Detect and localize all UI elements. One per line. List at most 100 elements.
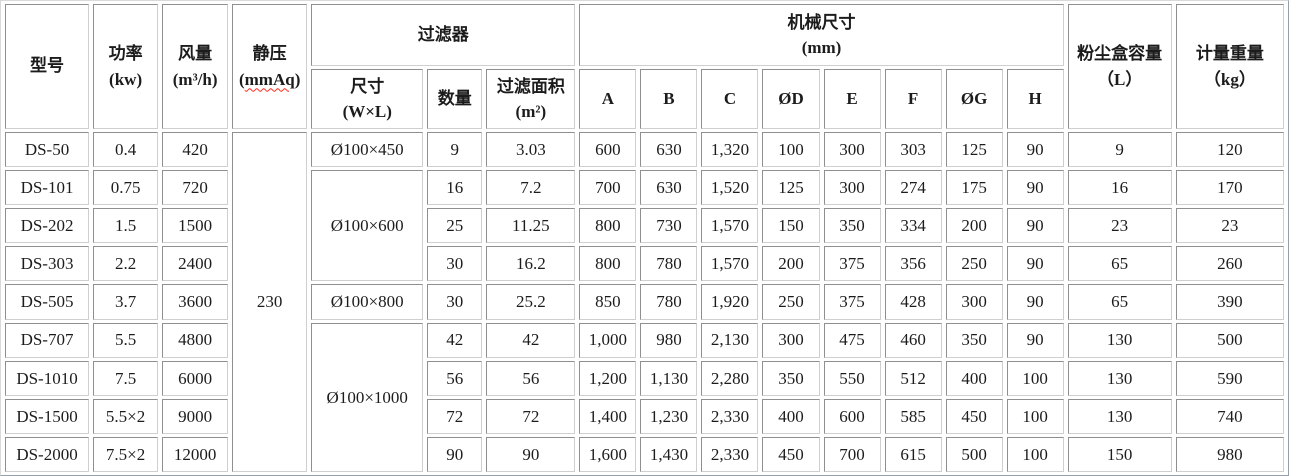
cell-dim-a: 1,600 [579, 436, 637, 472]
cell-filter-qty: 16 [427, 170, 483, 206]
col-header-filter-area-unit: (m²) [515, 102, 547, 121]
cell-dim-d: 450 [762, 436, 820, 472]
col-header-static-pressure: 静压 (mmAq) [232, 4, 308, 129]
cell-dim-e: 300 [823, 132, 881, 168]
cell-dim-e: 475 [823, 322, 881, 358]
cell-weight: 740 [1175, 398, 1284, 434]
cell-filter-qty: 56 [427, 360, 483, 396]
col-header-dust-box-label: 粉尘盒容量 [1077, 44, 1163, 63]
cell-filter-qty: 72 [427, 398, 483, 434]
col-header-filter-size-label: 尺寸 [350, 76, 385, 96]
cell-dim-e: 550 [823, 360, 881, 396]
col-header-weight-unit: （kg） [1203, 69, 1256, 89]
col-header-weight-label: 计量重量 [1195, 44, 1264, 63]
cell-dim-e: 600 [823, 398, 881, 434]
col-header-dim-d: ØD [762, 69, 820, 129]
cell-dim-c: 2,280 [701, 360, 759, 396]
cell-dim-e: 700 [823, 436, 881, 472]
cell-filter-qty: 9 [427, 132, 483, 168]
cell-filter-area: 7.2 [486, 170, 576, 206]
cell-power: 7.5 [93, 360, 159, 396]
cell-dim-f: 460 [884, 322, 942, 358]
col-header-airflow: 风量 (m³/h) [162, 4, 229, 129]
cell-filter-area: 56 [486, 360, 576, 396]
col-header-dim-h: H [1006, 69, 1064, 129]
cell-dim-a: 600 [579, 132, 637, 168]
cell-dim-b: 780 [640, 284, 698, 320]
cell-dust-box-capacity: 23 [1067, 208, 1172, 244]
cell-dim-h: 90 [1006, 322, 1064, 358]
table-row: DS-505 3.7 3600 Ø100×800 30 25.2 850 780 1,920 25… [5, 284, 1284, 320]
cell-model: DS-1500 [5, 398, 90, 434]
spellcheck-underlined-unit: mmAq [244, 69, 295, 89]
col-header-dim-f: F [884, 69, 942, 129]
cell-dim-b: 980 [640, 322, 698, 358]
cell-dim-h: 90 [1006, 208, 1064, 244]
cell-airflow: 6000 [162, 360, 229, 396]
cell-airflow: 4800 [162, 322, 229, 358]
cell-filter-qty: 42 [427, 322, 483, 358]
cell-dim-f: 303 [884, 132, 942, 168]
cell-dust-box-capacity: 130 [1067, 360, 1172, 396]
cell-dim-a: 1,200 [579, 360, 637, 396]
cell-dim-c: 1,920 [701, 284, 759, 320]
cell-dim-c: 2,330 [701, 398, 759, 434]
cell-weight: 980 [1175, 436, 1284, 472]
table-row: DS-50 0.4 420 230 Ø100×450 9 3.03 600 630 1,320 10… [5, 132, 1284, 472]
cell-model: DS-202 [5, 208, 90, 244]
group-header-mechanical-label: 机械尺寸 [787, 12, 856, 32]
cell-dim-h: 100 [1006, 360, 1064, 396]
cell-dust-box-capacity: 130 [1067, 398, 1172, 434]
cell-power: 1.5 [93, 208, 159, 244]
cell-dust-box-capacity: 9 [1067, 132, 1172, 168]
cell-filter-area: 11.25 [486, 208, 576, 244]
cell-dim-b: 780 [640, 246, 698, 282]
group-header-filter: 过滤器 [311, 4, 576, 66]
cell-static-pressure: 230 [232, 132, 308, 472]
cell-dim-h: 90 [1006, 132, 1064, 168]
cell-dim-b: 1,430 [640, 436, 698, 472]
cell-dim-d: 125 [762, 170, 820, 206]
cell-dust-box-capacity: 65 [1067, 284, 1172, 320]
cell-filter-area: 42 [486, 322, 576, 358]
col-header-weight: 计量重量 （kg） [1175, 4, 1284, 129]
cell-dim-g: 200 [945, 208, 1003, 244]
table-row: DS-2000 7.5×2 12000 90 90 1,600 1,430 2,330 450 7… [5, 436, 1284, 472]
cell-power: 0.75 [93, 170, 159, 206]
cell-dim-e: 350 [823, 208, 881, 244]
cell-dim-f: 274 [884, 170, 942, 206]
table-row: DS-1500 5.5×2 9000 72 72 1,400 1,230 2,330 400 60… [5, 398, 1284, 434]
cell-dim-f: 512 [884, 360, 942, 396]
cell-dim-b: 1,230 [640, 398, 698, 434]
cell-dim-d: 350 [762, 360, 820, 396]
cell-weight: 260 [1175, 246, 1284, 282]
cell-dim-g: 450 [945, 398, 1003, 434]
col-header-static-pressure-unit: (mmAq) [235, 67, 304, 93]
col-header-filter-area: 过滤面积 (m²) [486, 69, 576, 129]
cell-power: 3.7 [93, 284, 159, 320]
cell-dim-g: 500 [945, 436, 1003, 472]
cell-airflow: 12000 [162, 436, 229, 472]
cell-dust-box-capacity: 65 [1067, 246, 1172, 282]
cell-dim-g: 300 [945, 284, 1003, 320]
cell-dim-g: 125 [945, 132, 1003, 168]
cell-filter-area: 72 [486, 398, 576, 434]
paren-close: ) [294, 69, 301, 89]
cell-filter-qty: 30 [427, 246, 483, 282]
cell-filter-qty: 30 [427, 284, 483, 320]
paren-open: ( [238, 69, 245, 89]
cell-filter-size: Ø100×600 [311, 170, 424, 282]
cell-dim-f: 428 [884, 284, 942, 320]
col-header-filter-size-unit: (W×L) [342, 102, 392, 121]
cell-dim-c: 2,330 [701, 436, 759, 472]
cell-dim-f: 615 [884, 436, 942, 472]
cell-airflow: 1500 [162, 208, 229, 244]
cell-power: 7.5×2 [93, 436, 159, 472]
cell-dim-h: 100 [1006, 436, 1064, 472]
cell-dust-box-capacity: 150 [1067, 436, 1172, 472]
cell-power: 0.4 [93, 132, 159, 168]
cell-model: DS-2000 [5, 436, 90, 472]
col-header-dim-e: E [823, 69, 881, 129]
cell-dim-a: 700 [579, 170, 637, 206]
cell-dim-c: 1,570 [701, 208, 759, 244]
